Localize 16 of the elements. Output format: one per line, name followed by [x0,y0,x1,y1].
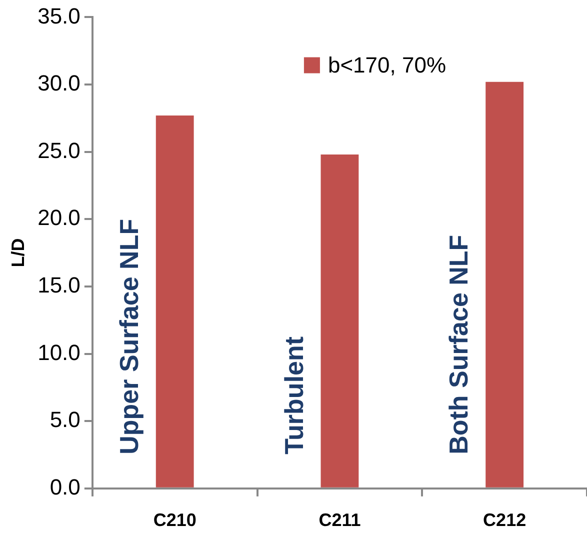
y-tick-label: 15.0 [38,272,80,298]
y-tick-label: 25.0 [38,138,80,163]
legend-label: b<170, 70% [328,52,446,78]
annotation: Upper Surface NLF [114,218,144,454]
x-tick-label: C212 [483,510,526,530]
annotation: Turbulent [278,336,309,454]
y-tick-label: 10.0 [38,340,80,365]
y-tick-label: 5.0 [50,407,80,432]
y-tick-label: 0.0 [50,474,80,500]
y-tick-label: 30.0 [38,70,80,96]
y-tick-label: 35.0 [38,3,80,28]
y-tick-label: 20.0 [38,205,80,230]
x-tick-label: C210 [153,510,196,530]
x-tick-label: C211 [318,510,361,530]
annotation: Both Surface NLF [444,234,474,454]
y-axis-title: L/D [8,238,28,268]
